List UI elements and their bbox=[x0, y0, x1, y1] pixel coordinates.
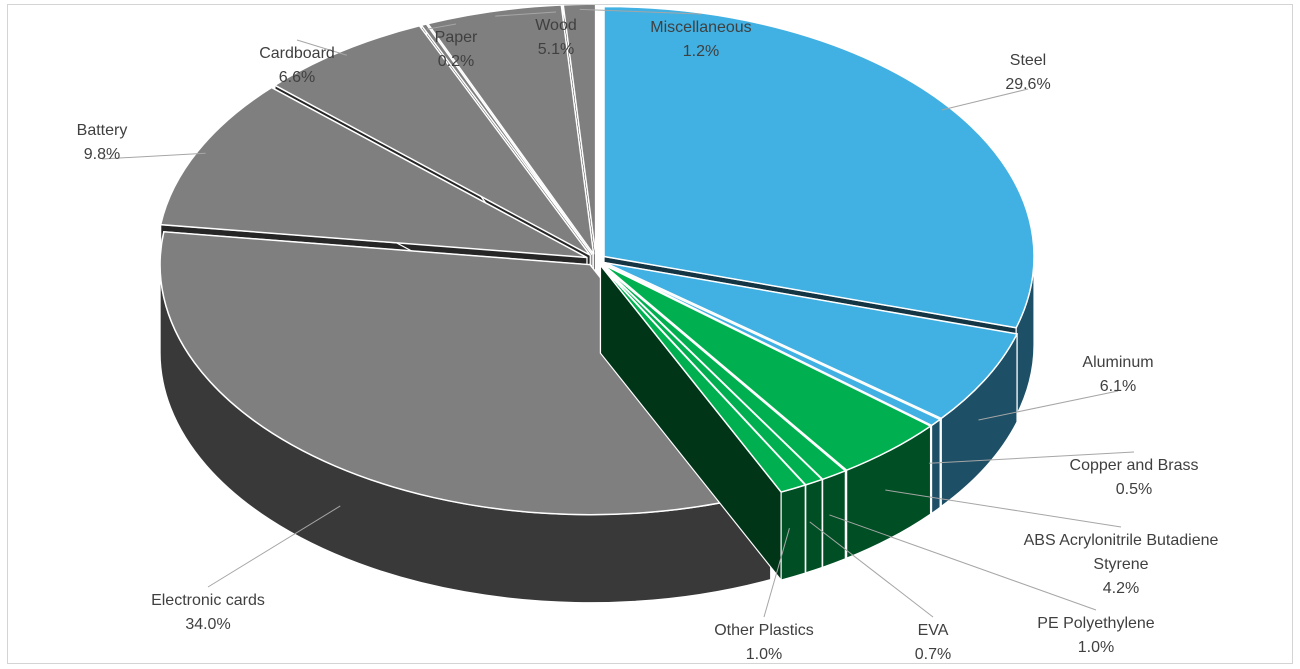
label-name-copper-and-brass: Copper and Brass bbox=[1070, 457, 1199, 474]
pie-chart: Steel 29.6% Aluminum 6.1% Copper and Brass 0.… bbox=[77, 5, 1219, 663]
label-name-battery: Battery bbox=[77, 122, 128, 139]
label-value-steel: 29.6% bbox=[1005, 76, 1050, 93]
label-name-electronic-cards: Electronic cards bbox=[151, 592, 265, 609]
label-name-wood: Wood bbox=[535, 17, 577, 34]
label-value-cardboard: 6.6% bbox=[279, 69, 315, 86]
leader-line-pe-polyethylene bbox=[829, 514, 1097, 611]
label-name-miscellaneous: Miscellaneous bbox=[650, 19, 751, 36]
label-value-electronic-cards: 34.0% bbox=[185, 616, 230, 633]
label-name-eva: EVA bbox=[918, 622, 949, 639]
leader-line-copper-and-brass bbox=[929, 451, 1135, 464]
label-name-aluminum: Aluminum bbox=[1082, 354, 1153, 371]
label-name-pe-polyethylene: PE Polyethylene bbox=[1037, 615, 1155, 632]
label-value-eva: 0.7% bbox=[915, 646, 951, 663]
label-name-abs-acrylonitrile-butadiene-styrene: ABS Acrylonitrile Butadiene bbox=[1024, 532, 1219, 549]
label-value-battery: 9.8% bbox=[84, 146, 120, 163]
label-name-cardboard: Cardboard bbox=[259, 45, 335, 62]
label-value-aluminum: 6.1% bbox=[1100, 378, 1136, 395]
leader-line-paper bbox=[427, 23, 457, 30]
label-name-abs-acrylonitrile-butadiene-styrene-cont: Styrene bbox=[1093, 556, 1148, 573]
leader-line-aluminum bbox=[978, 390, 1119, 421]
leader-line-battery bbox=[101, 152, 206, 160]
label-value-abs-acrylonitrile-butadiene-styrene: 4.2% bbox=[1103, 580, 1139, 597]
label-value-pe-polyethylene: 1.0% bbox=[1078, 639, 1114, 656]
label-name-paper: Paper bbox=[435, 29, 478, 46]
label-value-miscellaneous: 1.2% bbox=[683, 43, 719, 60]
leader-line-miscellaneous bbox=[579, 8, 702, 15]
leader-line-cardboard bbox=[296, 39, 347, 56]
label-value-paper: 0.2% bbox=[438, 53, 474, 70]
label-value-wood: 5.1% bbox=[538, 41, 574, 58]
label-value-other-plastics: 1.0% bbox=[746, 646, 782, 663]
chart-area: Steel 29.6% Aluminum 6.1% Copper and Brass 0.… bbox=[7, 4, 1293, 664]
leader-line-other-plastics bbox=[763, 528, 790, 618]
leader-line-eva bbox=[809, 521, 934, 618]
leader-line-steel bbox=[941, 88, 1029, 111]
leader-line-abs-acrylonitrile-butadiene-styrene bbox=[885, 489, 1122, 528]
label-name-other-plastics: Other Plastics bbox=[714, 622, 814, 639]
slice-other-plastics bbox=[599, 263, 807, 582]
leader-line-electronic-cards bbox=[207, 505, 341, 588]
leader-line-wood bbox=[495, 11, 557, 17]
label-value-copper-and-brass: 0.5% bbox=[1116, 481, 1152, 498]
label-name-steel: Steel bbox=[1010, 52, 1046, 69]
